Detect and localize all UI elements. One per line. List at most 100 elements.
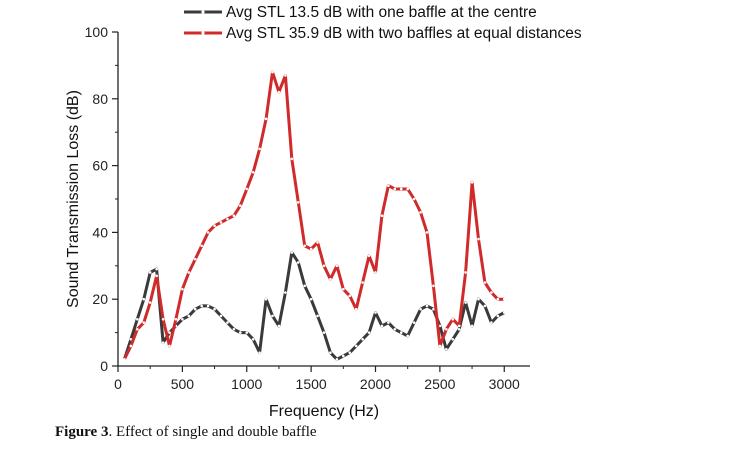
legend-label: Avg STL 13.5 dB with one baffle at the c… (226, 4, 537, 21)
legend-label: Avg STL 35.9 dB with two baffles at equa… (226, 25, 582, 42)
data-point (136, 317, 139, 321)
data-point (387, 184, 390, 187)
data-point (181, 317, 184, 321)
x-tick-label: 2500 (424, 376, 455, 392)
data-point (258, 351, 261, 354)
series-2 (123, 70, 506, 361)
legend-item: Avg STL 13.5 dB with one baffle at the c… (184, 4, 537, 21)
data-point (309, 247, 313, 251)
data-point (483, 281, 487, 284)
data-point (284, 74, 287, 77)
data-point (406, 187, 409, 191)
data-point (129, 344, 133, 348)
data-point (296, 201, 300, 204)
data-point (354, 344, 358, 348)
data-point (219, 314, 223, 318)
data-point (367, 331, 371, 334)
data-point (464, 271, 467, 274)
data-point (264, 297, 268, 301)
data-point (374, 311, 377, 314)
data-point (329, 351, 332, 354)
data-point (316, 241, 319, 244)
x-tick-label: 2000 (360, 376, 391, 392)
y-tick-label: 20 (92, 291, 108, 307)
data-point (142, 321, 146, 324)
data-point (303, 244, 306, 248)
data-point (490, 291, 493, 294)
data-point (457, 324, 461, 328)
data-point (258, 147, 261, 151)
data-point (136, 327, 139, 331)
data-point (406, 334, 409, 338)
data-point (303, 284, 306, 288)
data-point (123, 358, 126, 361)
y-tick-label: 60 (92, 158, 108, 174)
data-point (181, 287, 184, 291)
data-point (477, 237, 480, 241)
data-point (354, 307, 358, 311)
data-point (129, 337, 133, 341)
legend-marker (201, 10, 205, 14)
data-point (477, 297, 480, 301)
y-axis-title: Sound Transmission Loss (dB) (65, 90, 82, 308)
data-point (168, 331, 171, 334)
data-point (245, 331, 249, 334)
data-point (470, 181, 474, 184)
figure-caption: Figure 3. Effect of single and double ba… (55, 424, 317, 441)
data-point (200, 244, 203, 248)
data-point (226, 217, 229, 221)
data-point (451, 337, 455, 341)
data-point (380, 214, 384, 217)
x-tick-label: 0 (114, 376, 122, 392)
data-point (496, 314, 500, 318)
data-point (232, 327, 236, 331)
data-point (393, 187, 397, 191)
data-point (213, 307, 216, 311)
data-point (322, 264, 326, 268)
y-tick-label: 40 (92, 224, 108, 240)
data-point (290, 251, 294, 254)
data-point (155, 274, 158, 278)
data-point (277, 90, 281, 94)
data-point (200, 304, 203, 308)
data-point (502, 297, 506, 301)
data-point (425, 231, 429, 234)
data-point (399, 187, 403, 191)
data-point (438, 344, 442, 348)
data-point (432, 284, 435, 288)
data-point (251, 170, 255, 174)
data-point (309, 297, 313, 301)
series-line (123, 70, 505, 360)
data-point (193, 257, 197, 261)
data-point (161, 341, 165, 344)
data-point (361, 337, 364, 341)
data-point (232, 214, 236, 217)
legend: Avg STL 13.5 dB with one baffle at the c… (184, 4, 582, 42)
data-point (296, 261, 300, 264)
data-point (206, 304, 210, 308)
data-point (419, 211, 422, 214)
data-point (361, 281, 364, 284)
data-point (470, 324, 474, 328)
data-point (335, 264, 339, 268)
data-point (490, 321, 493, 324)
y-tick-label: 0 (100, 358, 108, 374)
legend-item: Avg STL 35.9 dB with two baffles at equa… (184, 25, 582, 42)
x-tick-label: 1500 (296, 376, 327, 392)
data-point (148, 301, 152, 304)
y-tick-label: 80 (92, 91, 108, 107)
legend-marker (201, 31, 205, 35)
data-point (348, 294, 352, 298)
data-point (155, 267, 158, 271)
data-point (245, 187, 249, 191)
data-point (348, 351, 352, 354)
data-point (226, 321, 229, 324)
data-point (335, 358, 339, 361)
line-chart: Avg STL 13.5 dB with one baffle at the c… (65, 4, 582, 420)
data-point (187, 314, 191, 318)
data-point (322, 331, 326, 334)
data-point (271, 70, 274, 74)
x-tick-label: 500 (171, 376, 195, 392)
data-point (464, 301, 467, 304)
